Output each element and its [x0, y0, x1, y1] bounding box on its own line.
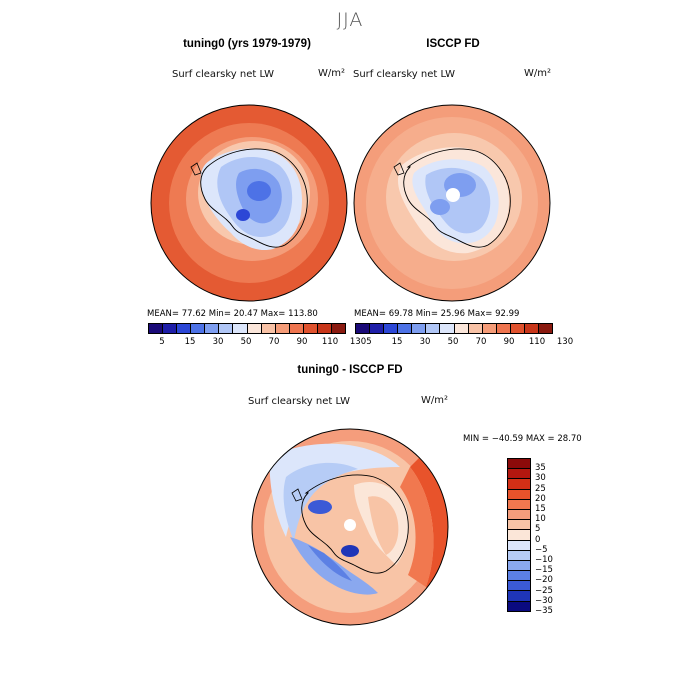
colorbar-tick-label: −35 — [535, 606, 553, 616]
colorbar-tick-label: 15 — [391, 337, 403, 347]
panel-stats-obs: MEAN= 69.78 Min= 25.96 Max= 92.99 — [354, 309, 520, 319]
colorbar-swatch — [426, 324, 441, 333]
colorbar-swatch — [508, 540, 530, 551]
colorbar-tick-label: −10 — [535, 555, 553, 565]
diff-title: tuning0 - ISCCP FD — [297, 364, 403, 376]
colorbar-tick-label: 50 — [240, 337, 252, 347]
colorbar-swatch — [508, 489, 530, 500]
colorbar-swatch — [508, 591, 530, 602]
colorbar-swatch — [275, 324, 290, 333]
diff-field: Surf clearsky net LW — [248, 396, 351, 407]
colorbar-swatch — [191, 324, 206, 333]
colorbar-swatch — [508, 560, 530, 572]
colorbar-tick-label: 30 — [212, 337, 224, 347]
colorbar-tick-label: 10 — [535, 514, 546, 525]
colorbar-tick-label: 25 — [535, 483, 546, 494]
colorbar-swatch — [356, 324, 371, 333]
colorbar-swatch — [332, 324, 346, 333]
colorbar-tick-label: 0 — [535, 534, 541, 545]
colorbar-swatch — [289, 324, 304, 333]
colorbar-swatch — [510, 324, 525, 333]
colorbar-swatch — [508, 479, 530, 490]
colorbar-swatch — [412, 324, 427, 333]
colorbar-tick-label: 5 — [366, 337, 372, 347]
diff-stats: MIN = −40.59 MAX = 28.70 — [463, 434, 582, 444]
colorbar-swatch — [219, 324, 234, 333]
colorbar-swatch — [398, 324, 413, 333]
panel-units-obs: W/m² — [524, 68, 552, 79]
colorbar-tick-label: −30 — [535, 595, 553, 606]
colorbar-swatch — [508, 509, 530, 521]
colorbar-tick-label: 5 — [535, 524, 541, 535]
colorbar-swatch — [247, 324, 262, 333]
colorbar-swatch — [508, 571, 530, 582]
colorbar-swatch — [524, 324, 540, 333]
colorbar-swatch — [454, 324, 469, 333]
colorbar-tick-label: 70 — [475, 337, 487, 347]
colorbar-tick-label: 130 — [349, 337, 367, 347]
colorbar-swatch — [303, 324, 318, 333]
colorbar-tick-label: 130 — [556, 337, 574, 347]
colorbar-swatch — [440, 324, 455, 333]
colorbar-swatch — [508, 530, 530, 541]
colorbar-swatch — [370, 324, 385, 333]
colorbar-tick-label: 5 — [159, 337, 165, 347]
colorbar-swatch — [468, 324, 483, 333]
colorbar-tick-label: 70 — [268, 337, 280, 347]
colorbar-tick-label: 20 — [535, 493, 546, 504]
colorbar-swatch — [508, 601, 530, 611]
colorbar-swatch — [508, 550, 530, 561]
season-title: JJA — [336, 9, 364, 31]
panel-title-obs: ISCCP FD — [426, 38, 480, 50]
colorbar-swatch — [233, 324, 248, 333]
colorbar-swatch — [149, 324, 164, 333]
colorbar-swatch — [177, 324, 192, 333]
polar-map-model — [150, 104, 348, 302]
colorbar-swatch — [508, 469, 530, 480]
colorbar-swatch — [163, 324, 178, 333]
colorbar-swatch — [384, 324, 399, 333]
colorbar-swatch — [539, 324, 553, 333]
colorbar-tick-label: −25 — [535, 585, 553, 596]
colorbar-swatch — [508, 520, 530, 531]
colorbar-swatch — [508, 459, 530, 470]
colorbar-swatch — [482, 324, 497, 333]
colorbar-model — [148, 323, 346, 334]
diff-units: W/m² — [421, 395, 449, 406]
panel-stats-model: MEAN= 77.62 Min= 20.47 Max= 113.80 — [147, 309, 318, 319]
colorbar-tick-label: 15 — [184, 337, 196, 347]
panel-field-obs: Surf clearsky net LW — [353, 69, 456, 80]
colorbar-swatch — [496, 324, 511, 333]
colorbar-obs — [355, 323, 553, 334]
panel-field-model: Surf clearsky net LW — [172, 69, 275, 80]
colorbar-tick-label: −5 — [535, 544, 548, 555]
colorbar-tick-label: −20 — [535, 575, 553, 586]
colorbar-tick-label: 30 — [419, 337, 431, 347]
panel-units-model: W/m² — [318, 68, 346, 79]
colorbar-swatch — [508, 499, 530, 510]
colorbar-swatch — [261, 324, 276, 333]
colorbar-tick-label: 90 — [296, 337, 308, 347]
colorbar-swatch — [508, 581, 530, 592]
colorbar-swatch — [317, 324, 333, 333]
colorbar-tick-label: 30 — [535, 473, 546, 484]
panel-title-model: tuning0 (yrs 1979-1979) — [183, 38, 311, 50]
colorbar-tick-label: 50 — [447, 337, 459, 347]
colorbar-swatch — [205, 324, 220, 333]
colorbar-tick-label: 110 — [528, 337, 546, 347]
colorbar-diff — [507, 458, 531, 612]
polar-map-diff — [251, 428, 449, 626]
colorbar-tick-label: 15 — [535, 504, 546, 514]
colorbar-tick-label: 35 — [535, 463, 546, 474]
polar-map-obs — [353, 104, 551, 302]
colorbar-tick-label: 90 — [503, 337, 515, 347]
colorbar-tick-label: −15 — [535, 565, 553, 576]
colorbar-tick-label: 110 — [321, 337, 339, 347]
